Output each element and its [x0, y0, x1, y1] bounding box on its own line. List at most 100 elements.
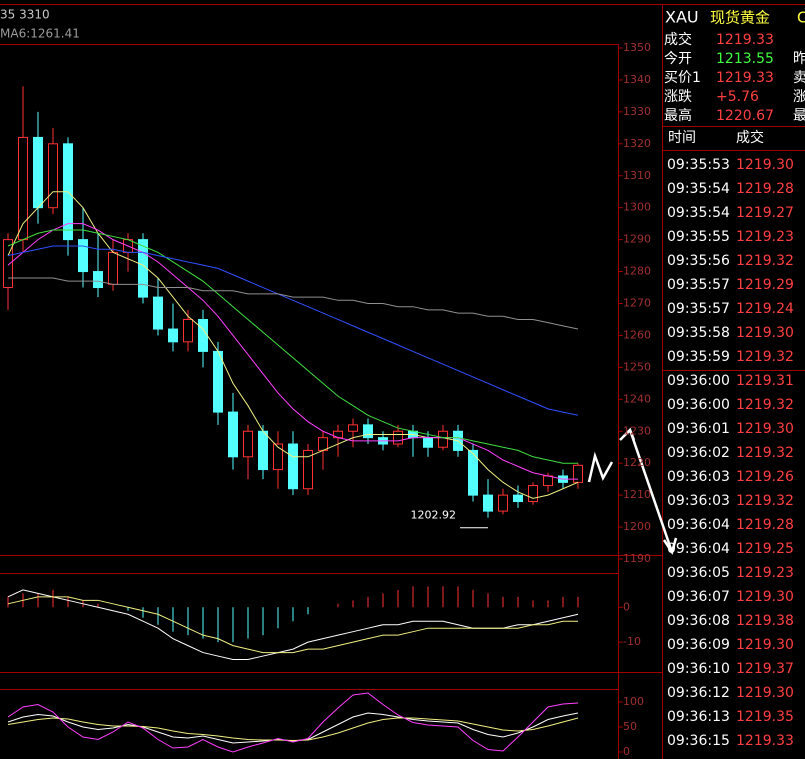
candle-body: [153, 296, 163, 330]
trade-time: 09:36:08: [667, 613, 730, 629]
trade-time: 09:36:00: [667, 397, 730, 413]
trade-time: 09:36:10: [667, 661, 730, 677]
candle-body: [3, 239, 13, 289]
y-tick-label: 50: [623, 720, 637, 733]
quote-value: +5.76: [716, 89, 759, 105]
y-tick-label: 0: [623, 745, 630, 758]
frame: [0, 4, 805, 759]
trade-time: 09:36:03: [667, 469, 730, 485]
trade-price: 1219.28: [736, 181, 794, 197]
candle-body: [48, 143, 58, 209]
candle-body: [513, 494, 523, 503]
indicator-line: [7, 191, 579, 499]
quote-label: 成交: [664, 31, 692, 48]
quote-tag: C: [797, 9, 805, 27]
y-tick-label: 1280: [623, 265, 651, 278]
trade-time: 09:35:54: [667, 205, 730, 221]
indicator-line: [8, 277, 579, 330]
candle-body: [498, 494, 508, 512]
trade-time: 09:36:09: [667, 637, 730, 653]
trade-time: 09:35:57: [667, 301, 730, 317]
y-tick-label: 1310: [623, 169, 651, 182]
candle-body: [213, 350, 223, 413]
trade-price: 1219.26: [736, 469, 794, 485]
header-text: 35 3310: [0, 8, 50, 22]
trade-price: 1219.32: [736, 445, 794, 461]
candle-body: [243, 430, 253, 458]
quote-side-label: 卖: [793, 70, 805, 86]
y-tick-label: 100: [623, 695, 644, 708]
candle-body: [78, 239, 88, 273]
quote-side-label: 涨: [793, 89, 805, 105]
trade-time: 09:36:05: [667, 565, 730, 581]
y-tick-label: 1190: [623, 552, 651, 565]
trade-time: 09:36:13: [667, 709, 730, 725]
trade-price: 1219.28: [736, 517, 794, 533]
y-tick-label: 1220: [623, 456, 651, 469]
candle-body: [483, 494, 493, 512]
y-tick-label: 1230: [623, 424, 651, 437]
trade-time: 09:36:00: [667, 373, 730, 389]
candle-body: [528, 485, 538, 503]
candle-body: [228, 411, 238, 458]
trade-price: 1219.33: [736, 733, 794, 749]
trade-price: 1219.24: [736, 301, 794, 317]
trade-time: 09:35:55: [667, 229, 730, 245]
trade-time: 09:36:01: [667, 421, 730, 437]
y-tick-label: 1210: [623, 488, 651, 501]
trade-price: 1219.32: [736, 493, 794, 509]
y-tick-label: 1300: [623, 201, 651, 214]
y-tick-label: 1200: [623, 520, 651, 533]
trade-time: 09:35:58: [667, 325, 730, 341]
quote-label: 涨跌: [664, 89, 692, 105]
trade-price: 1219.25: [736, 541, 794, 557]
quote-symbol: XAU: [665, 8, 699, 27]
candle-body: [438, 430, 448, 448]
y-tick-label: 1270: [623, 297, 651, 310]
trade-time: 09:36:15: [667, 733, 730, 749]
quote-value: 1213.55: [716, 51, 774, 67]
candle-body: [468, 449, 478, 496]
trade-time: 09:36:04: [667, 541, 730, 557]
y-tick-label: 1340: [623, 73, 651, 86]
quote-name: 现货黄金: [710, 9, 770, 27]
trade-time: 09:35:57: [667, 277, 730, 293]
trade-time: 09:36:07: [667, 589, 730, 605]
trade-time: 09:36:12: [667, 685, 730, 701]
trade-time: 09:36:03: [667, 493, 730, 509]
trade-price: 1219.23: [736, 229, 794, 245]
candle-body: [93, 271, 103, 289]
candle-body: [318, 437, 328, 451]
trade-price: 1219.31: [736, 373, 794, 389]
candle-body: [33, 136, 43, 209]
indicator-line: [7, 245, 579, 416]
candle-body: [348, 424, 358, 432]
chart-area: 1190 1200 1210 1220 1230 1240 1250 1260 1270 1280…: [3, 31, 805, 758]
y-tick-label: 1350: [623, 41, 651, 54]
y-tick-label: 1290: [623, 233, 651, 246]
candle-body: [423, 437, 433, 448]
y-tick-label: 1320: [623, 137, 651, 150]
quote-side-label: 最: [793, 108, 805, 124]
annotation-arrows: [587, 427, 678, 555]
indicator-line: [7, 596, 578, 654]
y-tick-label: 1330: [623, 105, 651, 118]
trade-price: 1219.23: [736, 565, 794, 581]
indicator-line: [7, 717, 579, 742]
trade-time: 09:35:54: [667, 181, 730, 197]
candle-body: [393, 430, 403, 445]
trade-price: 1219.35: [736, 709, 794, 725]
trade-price: 1219.32: [736, 253, 794, 269]
candle-body: [183, 318, 193, 343]
candle-body: [273, 443, 283, 471]
quote-value: 1219.33: [716, 32, 774, 48]
trades-header: 成交: [736, 129, 764, 146]
y-tick-label: 0: [623, 600, 630, 613]
candle-body: [168, 328, 178, 343]
candle-body: [363, 424, 373, 439]
trade-price: 1219.29: [736, 277, 794, 293]
trade-time: 09:35:53: [667, 157, 730, 173]
indicator-line: [7, 692, 579, 753]
candle-body: [258, 430, 268, 471]
